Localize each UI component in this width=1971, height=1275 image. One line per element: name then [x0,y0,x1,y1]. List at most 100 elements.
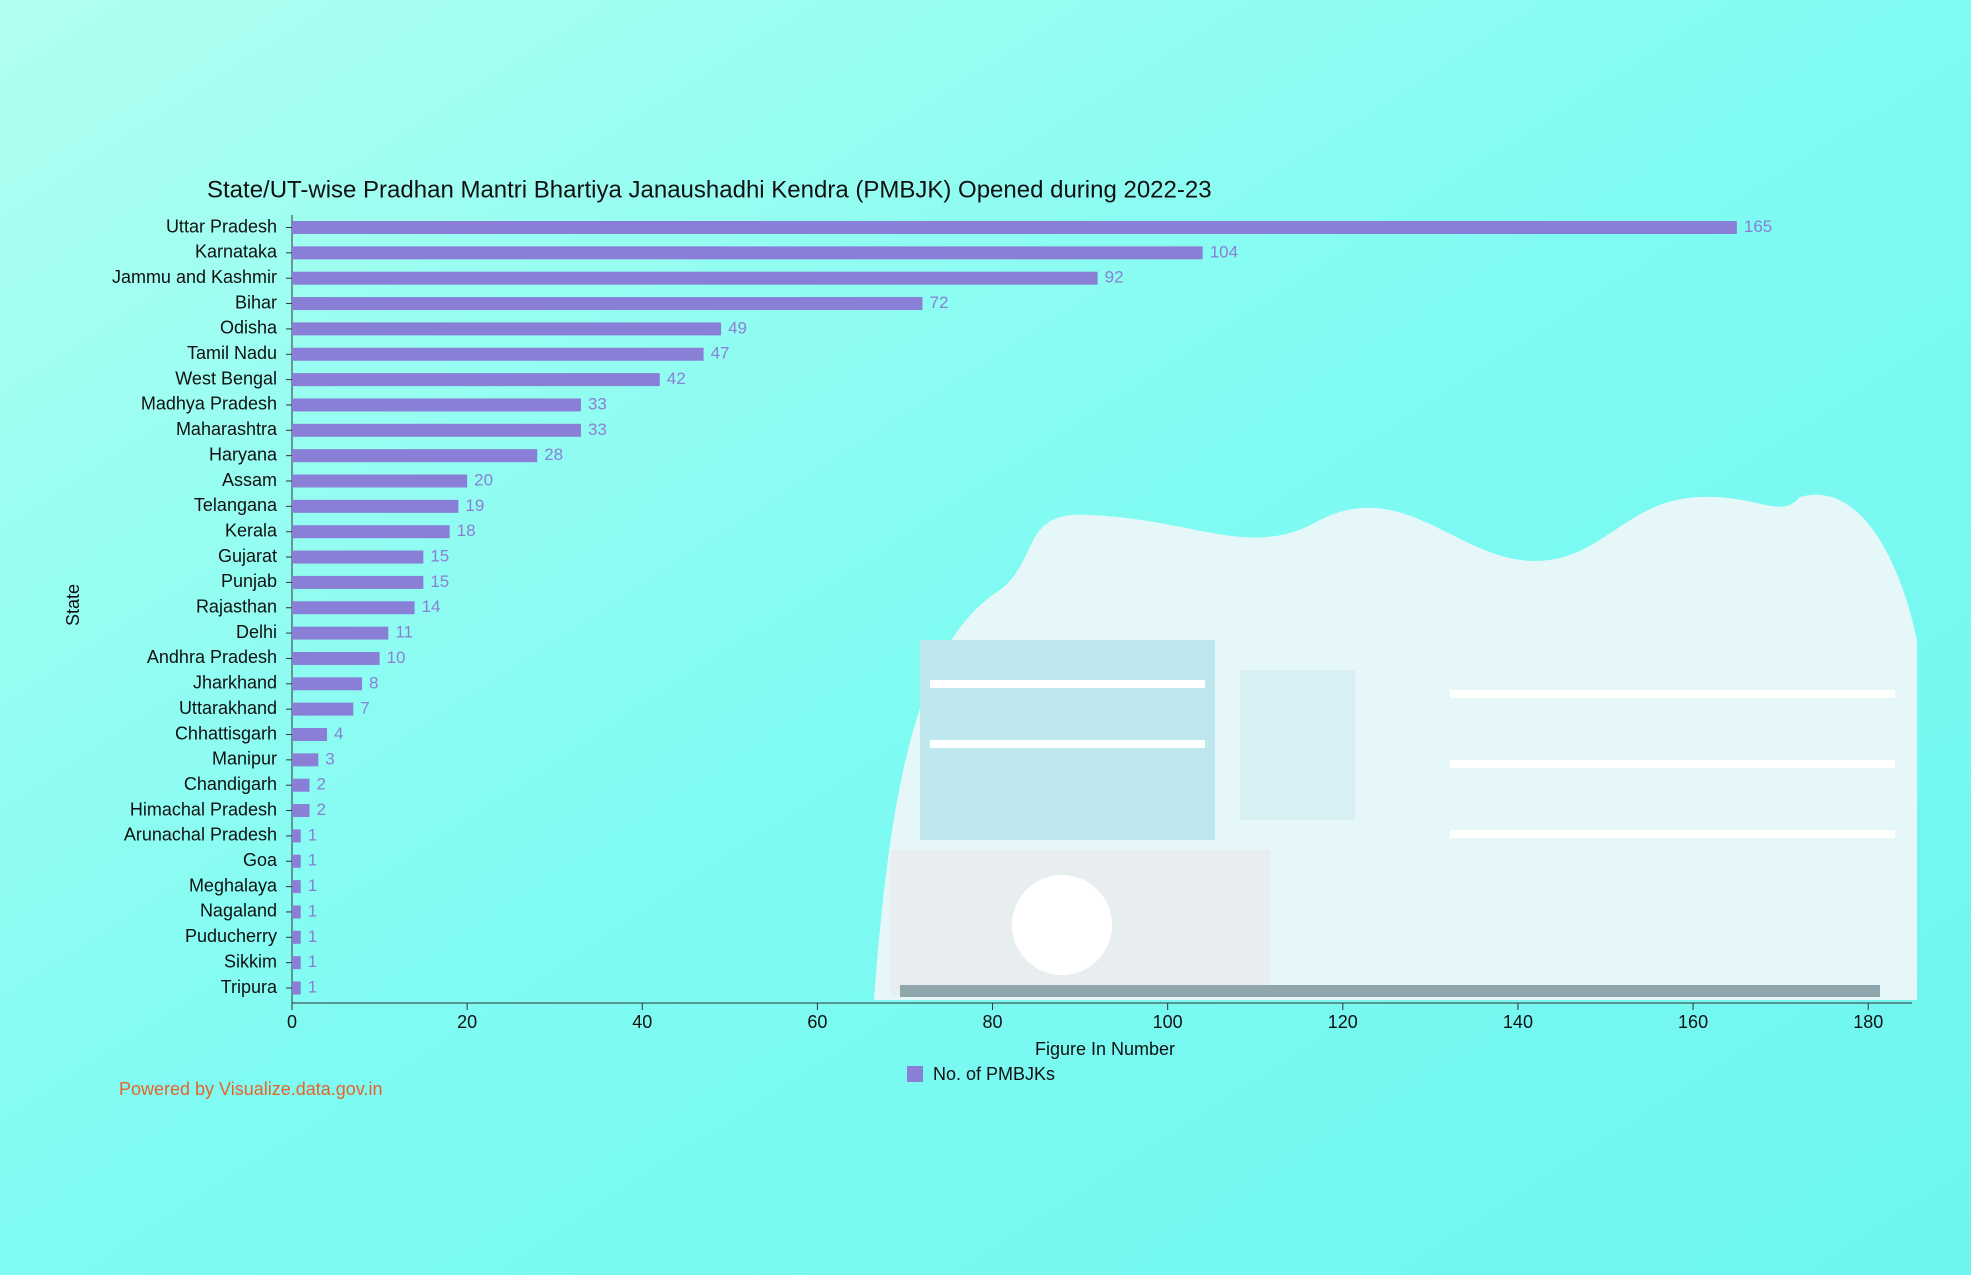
y-tick-label: Chhattisgarh [175,723,277,743]
value-label: 3 [325,749,334,768]
bar [292,474,468,488]
illustration [874,494,1917,1000]
value-label: 10 [387,648,406,667]
y-axis-label: State [63,584,83,626]
value-label: 18 [457,521,476,540]
y-tick-label: Jharkhand [193,673,277,693]
bar [292,525,450,539]
y-tick-label: Maharashtra [176,419,278,439]
x-tick-label: 0 [287,1012,297,1032]
y-tick-label: Bihar [235,292,277,312]
value-label: 1 [308,851,317,870]
value-label: 1 [308,901,317,920]
y-tick-label: Arunachal Pradesh [124,825,277,845]
value-label: 33 [588,420,607,439]
x-tick-label: 100 [1153,1012,1183,1032]
bar [292,880,301,894]
value-label: 1 [308,977,317,996]
y-tick-label: Tamil Nadu [187,343,277,363]
value-label: 2 [317,800,326,819]
bar [292,423,581,437]
bar [292,728,328,741]
bar [292,702,354,716]
value-label: 92 [1105,268,1124,287]
bar [292,246,1203,260]
y-tick-label: Himachal Pradesh [130,799,277,819]
bar [292,956,301,970]
value-label: 72 [929,293,948,312]
value-label: 49 [728,318,747,337]
x-tick-label: 180 [1853,1012,1883,1032]
y-tick-label: Delhi [236,622,277,642]
y-tick-label: West Bengal [175,368,277,388]
bar [292,398,581,412]
y-tick-label: Chandigarh [184,774,277,794]
y-tick-label: Tripura [221,977,278,997]
y-tick-label: Andhra Pradesh [147,647,277,667]
bar [292,677,363,691]
value-label: 15 [430,547,449,566]
value-label: 104 [1210,242,1238,261]
x-tick-label: 20 [457,1012,477,1032]
y-tick-label: Uttar Pradesh [166,216,277,236]
x-tick-label: 80 [983,1012,1003,1032]
x-tick-label: 120 [1328,1012,1358,1032]
value-label: 4 [334,724,343,743]
value-label: 2 [317,775,326,794]
y-tick-label: Uttarakhand [179,698,277,718]
y-tick-label: Kerala [225,520,278,540]
y-tick-label: Karnataka [195,242,278,262]
value-label: 28 [544,445,563,464]
value-label: 165 [1744,217,1772,236]
value-label: 19 [465,496,484,515]
value-label: 1 [308,952,317,971]
value-label: 14 [422,597,441,616]
value-label: 47 [711,344,730,363]
y-tick-label: Puducherry [185,926,277,946]
y-tick-label: Manipur [212,749,277,769]
chart-title: State/UT-wise Pradhan Mantri Bhartiya Ja… [207,176,1212,203]
value-label: 42 [667,369,686,388]
value-label: 8 [369,673,378,692]
value-label: 1 [308,825,317,844]
credit: Powered by Visualize.data.gov.in [119,1079,383,1099]
bar [292,271,1098,285]
legend-swatch [907,1066,923,1082]
x-axis-label: Figure In Number [1035,1039,1175,1059]
bar [292,601,415,615]
bar [292,804,310,818]
y-tick-label: Assam [222,470,277,490]
x-tick-label: 140 [1503,1012,1533,1032]
bar [292,297,923,311]
bar [292,981,301,995]
x-tick-label: 40 [632,1012,652,1032]
value-label: 15 [430,572,449,591]
legend-label: No. of PMBJKs [933,1064,1055,1084]
bar [292,347,704,361]
bar [292,753,319,767]
y-tick-label: Haryana [209,444,278,464]
y-tick-label: Gujarat [218,546,277,566]
y-tick-label: Rajasthan [196,597,277,617]
y-tick-label: Jammu and Kashmir [112,267,277,287]
y-tick-label: Sikkim [224,951,277,971]
bar [292,499,459,513]
bar [292,651,380,665]
y-tick-label: Madhya Pradesh [141,394,277,414]
bar [292,550,424,564]
bar [292,626,389,640]
y-tick-label: Punjab [221,571,277,591]
bar [292,322,722,336]
value-label: 1 [308,927,317,946]
bar [292,778,310,792]
bar [292,930,301,944]
value-label: 1 [308,876,317,895]
value-label: 33 [588,394,607,413]
bar [292,829,301,843]
bar [292,575,424,589]
value-label: 20 [474,470,493,489]
y-tick-label: Telangana [194,495,278,515]
y-tick-label: Meghalaya [189,875,278,895]
x-tick-label: 160 [1678,1012,1708,1032]
